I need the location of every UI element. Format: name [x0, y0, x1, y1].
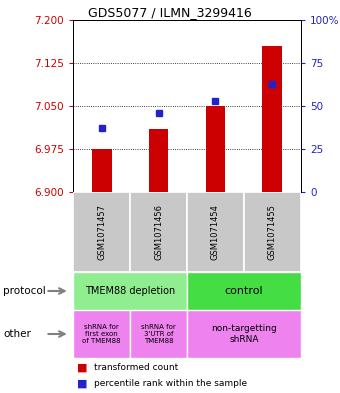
Bar [187, 192, 244, 272]
Text: other: other [3, 329, 31, 339]
Bar [187, 310, 301, 358]
Text: GSM1071454: GSM1071454 [211, 204, 220, 260]
Text: protocol: protocol [3, 286, 46, 296]
Text: GSM1071457: GSM1071457 [97, 204, 106, 260]
Bar [205, 106, 225, 192]
Text: shRNA for
3'UTR of
TMEM88: shRNA for 3'UTR of TMEM88 [141, 324, 176, 344]
Bar [91, 149, 112, 192]
Bar [149, 129, 169, 192]
Bar [130, 192, 187, 272]
Bar [130, 310, 187, 358]
Text: ■: ■ [76, 378, 87, 388]
Bar [262, 46, 283, 192]
Text: GSM1071456: GSM1071456 [154, 204, 163, 260]
Text: non-targetting
shRNA: non-targetting shRNA [211, 324, 277, 344]
Text: percentile rank within the sample: percentile rank within the sample [94, 379, 246, 388]
Text: shRNA for
first exon
of TMEM88: shRNA for first exon of TMEM88 [82, 324, 121, 344]
Text: GDS5077 / ILMN_3299416: GDS5077 / ILMN_3299416 [88, 6, 252, 19]
Text: GSM1071455: GSM1071455 [268, 204, 277, 260]
Text: TMEM88 depletion: TMEM88 depletion [85, 286, 175, 296]
Bar [73, 272, 187, 310]
Text: ■: ■ [76, 363, 87, 373]
Text: control: control [225, 286, 263, 296]
Bar [244, 192, 301, 272]
Bar [73, 310, 130, 358]
Bar [73, 192, 130, 272]
Text: transformed count: transformed count [94, 363, 178, 372]
Bar [187, 272, 301, 310]
